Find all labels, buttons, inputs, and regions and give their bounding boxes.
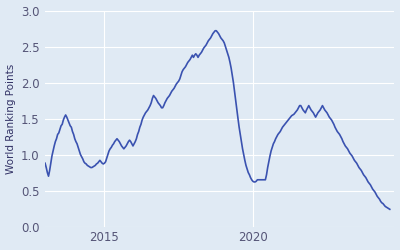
- Y-axis label: World Ranking Points: World Ranking Points: [6, 64, 16, 174]
